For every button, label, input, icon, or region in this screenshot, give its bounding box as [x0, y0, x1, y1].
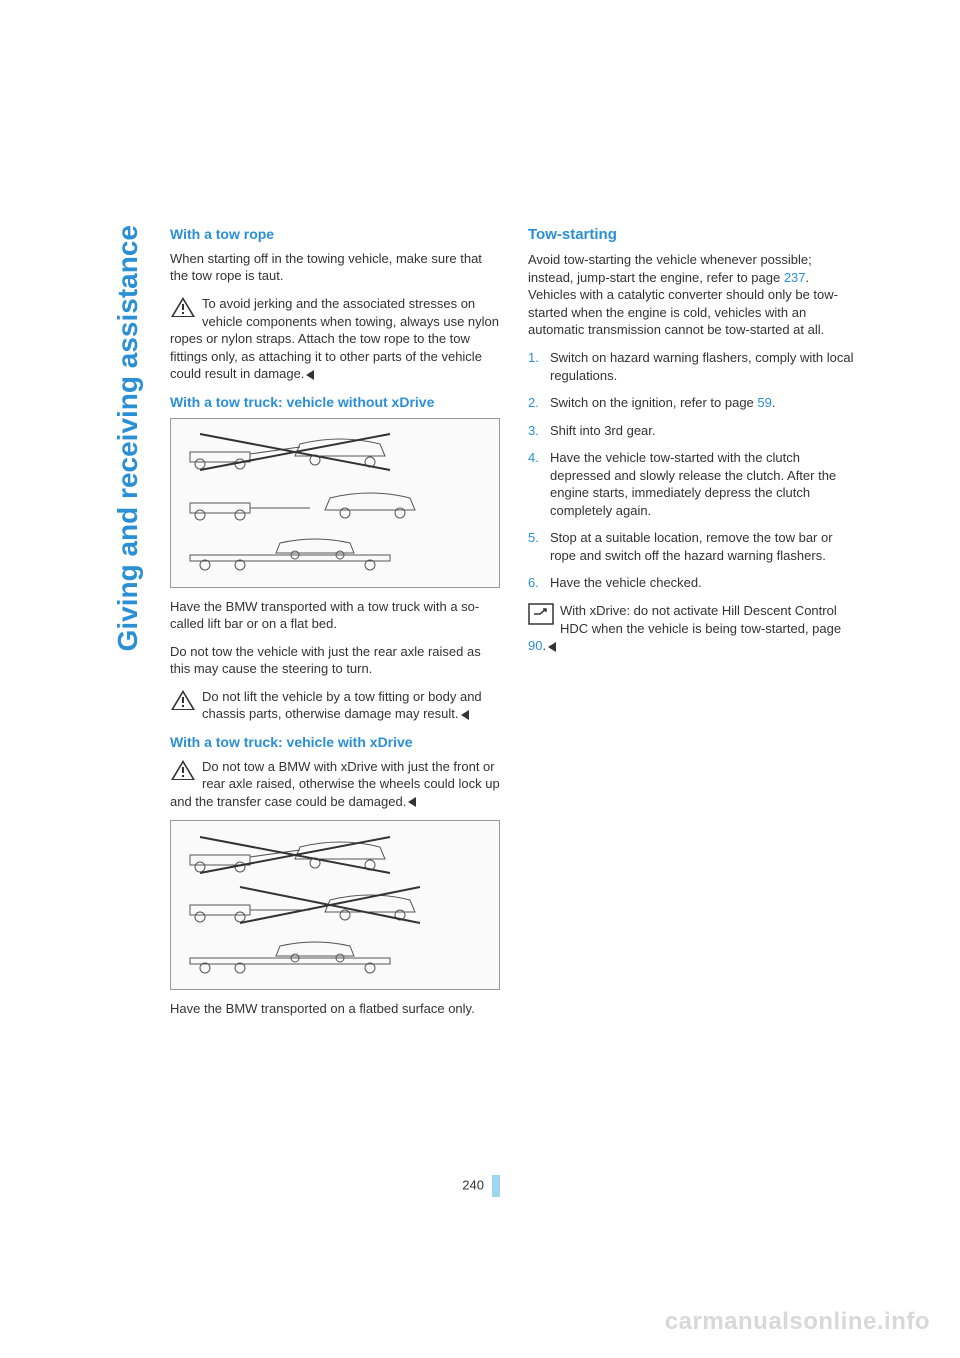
para-rear-axle: Do not tow the vehicle with just the rea… — [170, 643, 500, 678]
warning-text-rope: To avoid jerking and the associated stre… — [170, 296, 499, 381]
end-mark-icon — [461, 710, 469, 720]
figure-without-xdrive — [170, 418, 500, 588]
truck-flatbed — [177, 533, 493, 573]
page-link-90[interactable]: 90 — [528, 638, 542, 653]
left-column: With a tow rope When starting off in the… — [170, 225, 500, 1028]
figure-with-xdrive — [170, 820, 500, 990]
heading-tow-starting: Tow-starting — [528, 225, 858, 245]
step-2: Switch on the ignition, refer to page 59… — [528, 394, 858, 412]
truck-flatbed — [177, 936, 493, 976]
end-mark-icon — [306, 370, 314, 380]
para-transport-liftbar: Have the BMW transported with a tow truc… — [170, 598, 500, 633]
cross-out-icon — [177, 885, 493, 925]
end-mark-icon — [548, 642, 556, 652]
warning-icon — [170, 759, 196, 781]
heading-with-xdrive: With a tow truck: vehicle with xDrive — [170, 733, 500, 752]
step-4: Have the vehicle tow-started with the cl… — [528, 449, 858, 519]
para-flatbed-only: Have the BMW transported on a flatbed su… — [170, 1000, 500, 1018]
step-1: Switch on hazard warning flashers, compl… — [528, 349, 858, 384]
info-text-hdc-b: . — [542, 638, 546, 653]
warning-note-lift: Do not lift the vehicle by a tow fitting… — [170, 688, 500, 723]
step-6: Have the vehicle checked. — [528, 574, 858, 592]
info-text-hdc-a: With xDrive: do not activate Hill Descen… — [560, 603, 841, 636]
step-5: Stop at a suitable location, remove the … — [528, 529, 858, 564]
cross-out-icon — [177, 432, 493, 472]
truck-lift-bar — [177, 483, 493, 523]
para-tow-starting-intro: Avoid tow-starting the vehicle whenever … — [528, 251, 858, 339]
warning-note-rope: To avoid jerking and the associated stre… — [170, 295, 500, 383]
end-mark-icon — [408, 797, 416, 807]
page-link-59[interactable]: 59 — [757, 395, 771, 410]
heading-without-xdrive: With a tow truck: vehicle without xDrive — [170, 393, 500, 412]
para-tow-rope-intro: When starting off in the towing vehicle,… — [170, 250, 500, 285]
tow-starting-steps: Switch on hazard warning flashers, compl… — [528, 349, 858, 592]
warning-icon — [170, 296, 196, 318]
page-number-bar — [492, 1175, 500, 1197]
info-icon — [528, 603, 554, 625]
page-number: 240 — [170, 1175, 500, 1197]
page-link-237[interactable]: 237 — [784, 270, 806, 285]
section-side-title: Giving and receiving assistance — [112, 0, 144, 225]
cross-out-icon — [177, 835, 493, 875]
warning-text-xdrive: Do not tow a BMW with xDrive with just t… — [170, 759, 500, 809]
info-note-hdc: With xDrive: do not activate Hill Descen… — [528, 602, 858, 655]
warning-note-xdrive: Do not tow a BMW with xDrive with just t… — [170, 758, 500, 811]
heading-tow-rope: With a tow rope — [170, 225, 500, 244]
warning-text-lift: Do not lift the vehicle by a tow fitting… — [202, 689, 482, 722]
page-content: With a tow rope When starting off in the… — [170, 225, 860, 1028]
step-3: Shift into 3rd gear. — [528, 422, 858, 440]
warning-icon — [170, 689, 196, 711]
watermark: carmanualsonline.info — [665, 1308, 930, 1336]
right-column: Tow-starting Avoid tow-starting the vehi… — [528, 225, 858, 1028]
